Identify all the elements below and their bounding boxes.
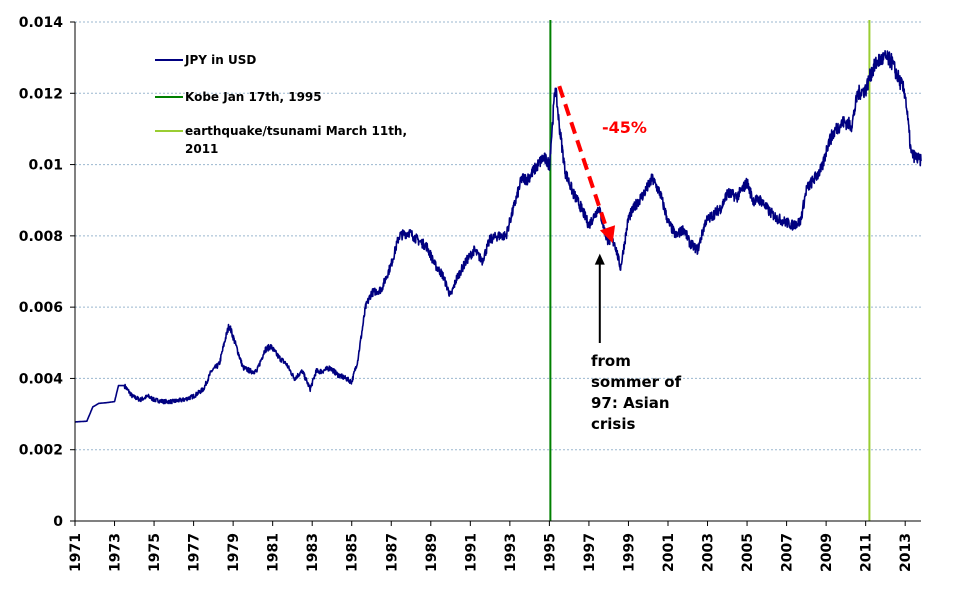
annotations: -45% from sommer of 97: Asian crisis [557, 85, 682, 433]
x-tick-label: 1987 [384, 533, 400, 572]
x-tick-label: 2001 [661, 533, 677, 572]
event-lines [549, 20, 871, 521]
legend-label: Kobe Jan 17th, 1995 [185, 90, 322, 104]
x-tick-label: 1991 [463, 533, 479, 572]
y-tick-label: 0.004 [19, 371, 64, 387]
asian-crisis-arrow-head [594, 253, 605, 265]
decline-arrow-head [599, 225, 616, 243]
x-tick-label: 2007 [780, 533, 796, 572]
y-tick-label: 0.008 [19, 229, 63, 245]
axes [70, 21, 921, 526]
legend: JPY in USD Kobe Jan 17th, 1995 earthquake/… [155, 53, 407, 156]
y-tick-label: 0.002 [19, 443, 63, 459]
y-tick-label: 0.014 [19, 15, 64, 31]
x-tick-label: 1985 [345, 533, 361, 572]
x-tick-label: 1999 [621, 533, 637, 572]
legend-label: 2011 [185, 142, 218, 156]
legend-label: JPY in USD [184, 53, 256, 67]
asian-crisis-label: crisis [591, 415, 636, 433]
x-tick-label: 1993 [503, 533, 519, 572]
plot-area [74, 49, 922, 423]
y-tick-label: 0.006 [19, 300, 63, 316]
x-tick-label: 2013 [898, 533, 914, 572]
jpy-usd-series-line [74, 49, 922, 423]
x-tick-label: 1989 [424, 533, 440, 572]
y-axis-ticks: 0 0.002 0.004 0.006 0.008 0.01 0.012 0.014 [19, 15, 64, 530]
x-tick-label: 1979 [226, 533, 242, 572]
y-tick-label: 0.01 [28, 158, 63, 174]
x-tick-label: 1995 [542, 533, 558, 572]
gridlines [75, 21, 921, 451]
x-tick-label: 1973 [108, 533, 124, 572]
asian-crisis-label: 97: Asian [591, 394, 670, 412]
x-tick-label: 2011 [859, 533, 875, 572]
x-tick-label: 2009 [819, 533, 835, 572]
x-tick-label: 1981 [266, 533, 282, 572]
x-tick-label: 1997 [582, 533, 598, 572]
legend-label: earthquake/tsunami March 11th, [185, 124, 407, 138]
x-tick-label: 1977 [187, 533, 203, 572]
y-tick-label: 0.012 [19, 86, 63, 102]
y-tick-label: 0 [53, 514, 63, 530]
x-tick-label: 1975 [147, 533, 163, 572]
x-tick-label: 2005 [740, 533, 756, 572]
decline-label: -45% [602, 118, 647, 137]
decline-arrow-line [557, 85, 609, 230]
asian-crisis-label: from [591, 352, 631, 370]
x-tick-label: 1983 [305, 533, 321, 572]
x-tick-label: 1971 [68, 533, 84, 572]
x-axis-ticks: 1971 1973 1975 1977 1979 1981 1983 1985 1987 1989… [68, 533, 914, 572]
x-tick-label: 2003 [701, 533, 717, 572]
asian-crisis-label: sommer of [591, 373, 682, 391]
